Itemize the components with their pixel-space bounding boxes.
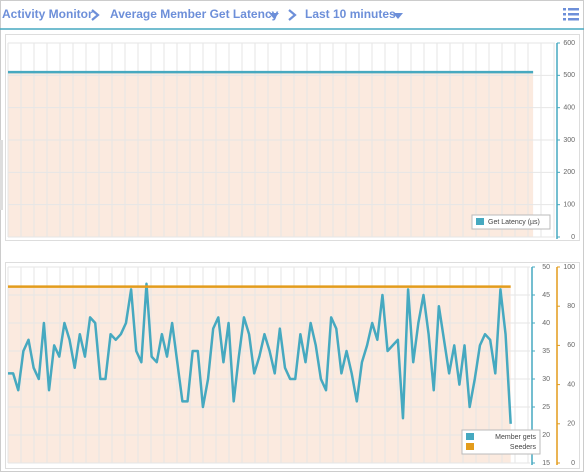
legend-swatch: [476, 218, 484, 225]
tick-label: 20: [542, 432, 550, 439]
tick-label: 50: [542, 264, 550, 271]
tick-label: 100: [563, 264, 575, 271]
separator: [288, 9, 297, 21]
tick-label: 35: [542, 348, 550, 355]
tick-label: 25: [542, 404, 550, 411]
tick-label: 500: [563, 72, 575, 79]
scroll-handle[interactable]: [0, 140, 3, 210]
panel: [5, 34, 580, 241]
legend-box: [461, 429, 541, 455]
menu-icon[interactable]: [563, 8, 579, 21]
tick-label: 60: [567, 342, 575, 349]
tick-label: 15: [542, 460, 550, 467]
tick-label: 600: [563, 40, 575, 47]
dropdown-arrow[interactable]: [393, 13, 403, 19]
legend-box: [471, 214, 551, 230]
tick-label: 0: [571, 460, 575, 467]
panel: [5, 262, 580, 469]
legend-label: Seeders: [510, 444, 537, 451]
tick-label: 40: [567, 381, 575, 388]
legend: Get Latency (µs): [471, 214, 551, 230]
separator: [91, 9, 100, 21]
tick-label: 45: [542, 292, 550, 299]
tick-label: 300: [563, 137, 575, 144]
tick-label: 40: [542, 320, 550, 327]
breadcrumb-item[interactable]: Last 10 minutes: [305, 7, 396, 21]
tick-label: 100: [563, 202, 575, 209]
legend-label: Member gets: [495, 434, 536, 441]
legend-swatch: [466, 443, 474, 450]
tick-label: 80: [567, 303, 575, 310]
breadcrumb-item[interactable]: Activity Monitor: [2, 7, 93, 21]
legend-swatch: [466, 433, 474, 440]
tick-label: 400: [563, 105, 575, 112]
legend-label: Get Latency (µs): [488, 219, 540, 226]
breadcrumb-item[interactable]: Average Member Get Latency: [110, 7, 279, 21]
tick-label: 20: [567, 421, 575, 428]
tick-label: 0: [571, 234, 575, 241]
tick-label: 200: [563, 169, 575, 176]
legend: Member gets Seeders: [461, 429, 541, 455]
dropdown-arrow[interactable]: [269, 13, 279, 19]
tick-label: 30: [542, 376, 550, 383]
area: [8, 72, 534, 237]
line: [8, 282, 512, 424]
